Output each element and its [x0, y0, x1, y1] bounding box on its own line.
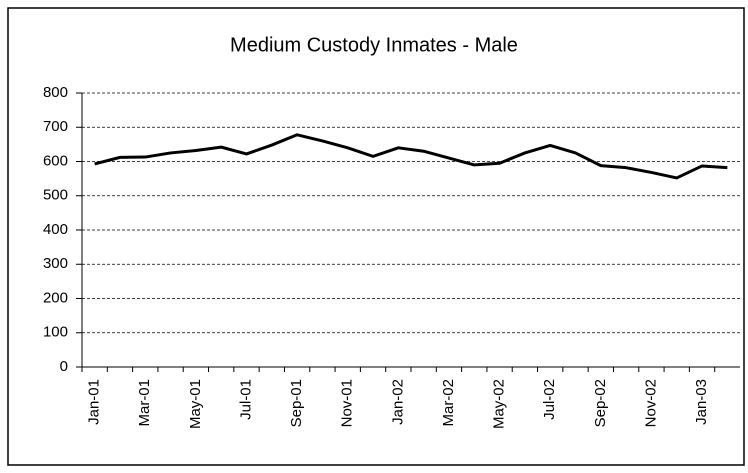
- chart-title: Medium Custody Inmates - Male: [230, 34, 518, 56]
- y-tick-label: 400: [43, 221, 68, 238]
- y-tick-label: 600: [43, 152, 68, 169]
- x-tick-label: Jan-01: [86, 379, 103, 425]
- y-tick-label: 200: [43, 289, 68, 306]
- x-tick-label: Jan-02: [389, 379, 406, 425]
- x-tick-label: Sep-01: [288, 379, 305, 427]
- y-tick-label: 0: [60, 358, 68, 375]
- y-tick-label: 500: [43, 187, 68, 204]
- chart-border: [7, 7, 745, 466]
- y-tick-label: 300: [43, 255, 68, 272]
- x-tick-label: Sep-02: [592, 379, 609, 427]
- x-tick-label: Nov-01: [339, 379, 356, 427]
- x-tick-label: Nov-02: [642, 379, 659, 427]
- x-tick-label: May-02: [491, 379, 508, 429]
- x-tick-label: Mar-01: [136, 379, 153, 427]
- x-tick-label: Jan-03: [693, 379, 710, 425]
- series-line: [94, 133, 728, 180]
- y-tick-label: 700: [43, 118, 68, 135]
- x-tick-label: Mar-02: [440, 379, 457, 427]
- x-tick-label: Jul-02: [541, 379, 558, 420]
- y-tick-label: 100: [43, 324, 68, 341]
- x-tick-label: Jul-01: [237, 379, 254, 420]
- y-tick-label: 800: [43, 84, 68, 101]
- x-tick-label: May-01: [187, 379, 204, 429]
